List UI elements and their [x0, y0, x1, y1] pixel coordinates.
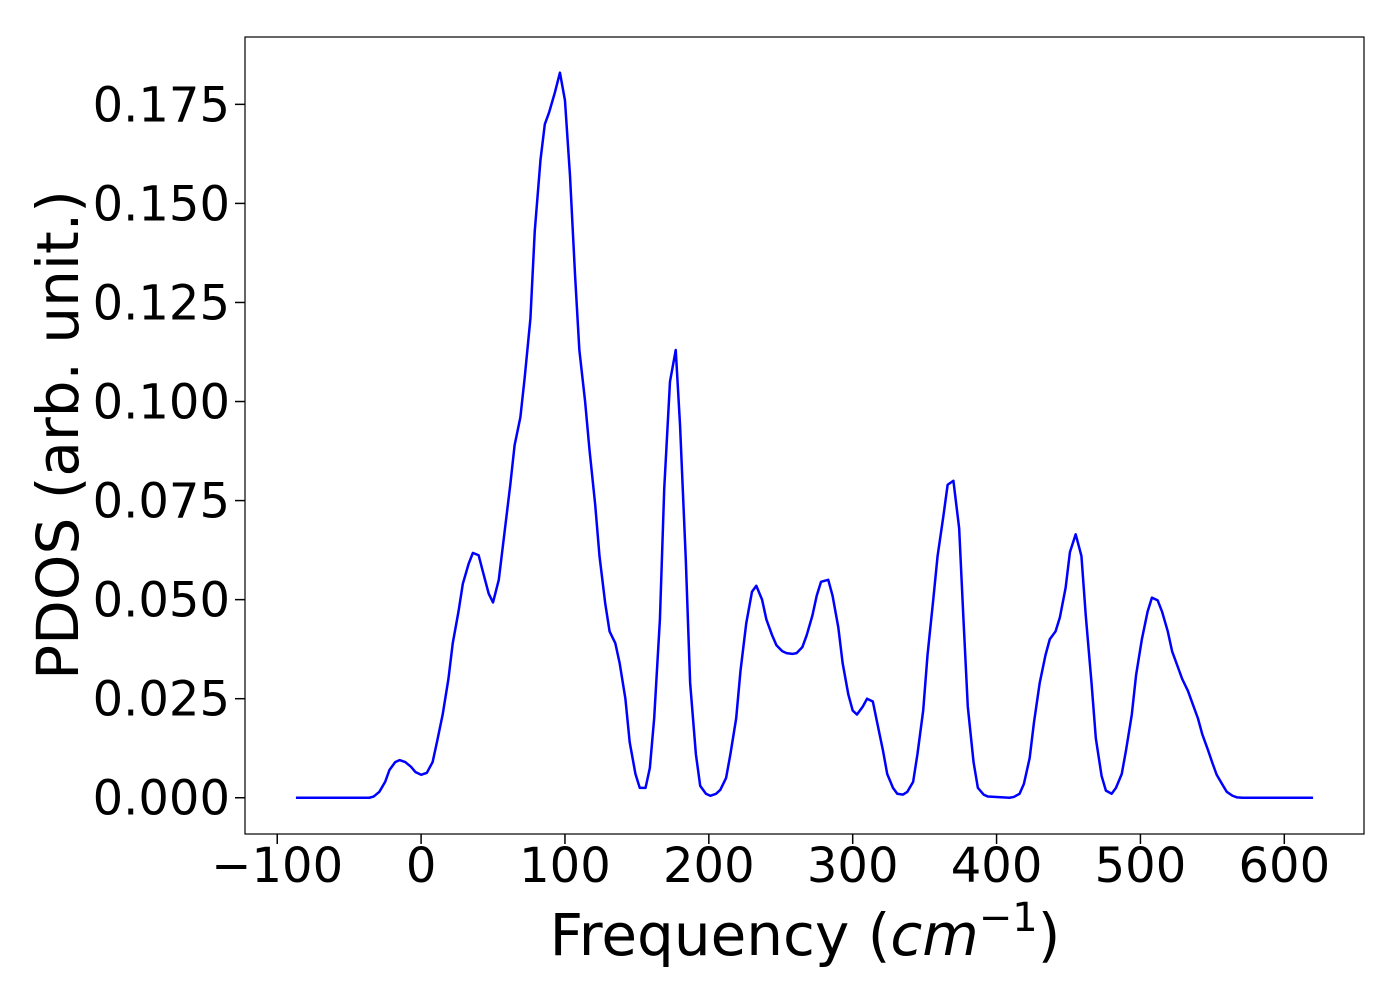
- x-axis-label-text: Frequency (: [550, 901, 891, 969]
- y-axis-label: PDOS (arb. unit.): [24, 190, 92, 680]
- y-tick-label: 0.150: [93, 176, 230, 232]
- y-tick-label: 0.125: [93, 275, 230, 331]
- x-tick-label: 0: [406, 838, 437, 894]
- x-tick-label: −100: [211, 838, 343, 894]
- x-axis-label-unit: cm: [890, 901, 978, 969]
- x-tick-label: 600: [1238, 838, 1330, 894]
- y-tick-label: 0.100: [93, 375, 230, 431]
- x-tick-label: 200: [663, 838, 755, 894]
- x-axis-label-exponent: −1: [979, 895, 1038, 941]
- x-tick-label: 400: [951, 838, 1043, 894]
- x-tick-label: 100: [519, 838, 611, 894]
- plot-frame: [244, 36, 1365, 835]
- y-tick-label: 0.000: [93, 771, 230, 827]
- y-tick-label: 0.025: [93, 672, 230, 728]
- y-tick-label: 0.050: [93, 573, 230, 629]
- y-tick-label: 0.075: [93, 474, 230, 530]
- x-tick-label: 300: [807, 838, 899, 894]
- y-tick-label: 0.175: [93, 77, 230, 133]
- x-axis-label: Frequency (cm−1): [550, 895, 1061, 969]
- data-line: [295, 71, 1314, 799]
- x-tick-label: 500: [1095, 838, 1187, 894]
- x-axis-label-text: ): [1038, 901, 1061, 969]
